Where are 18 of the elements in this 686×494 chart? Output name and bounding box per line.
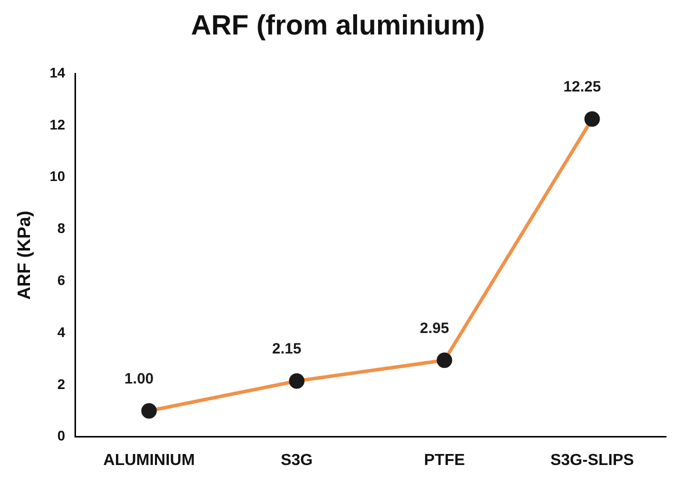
x-tick-label: S3G-SLIPS xyxy=(550,452,634,469)
data-label: 12.25 xyxy=(563,78,601,96)
data-label: 2.15 xyxy=(272,340,302,358)
y-tick-label: 6 xyxy=(57,272,66,288)
data-label: 1.00 xyxy=(124,370,154,388)
y-tick-label: 8 xyxy=(57,220,66,236)
x-tick-label: ALUMINIUM xyxy=(103,452,195,469)
y-axis-title: ARF (KPa) xyxy=(14,210,34,300)
y-tick-label: 0 xyxy=(57,428,66,444)
chart-title: ARF (from aluminium) xyxy=(191,10,485,41)
y-tick-label: 4 xyxy=(57,324,66,340)
data-label: 2.95 xyxy=(420,320,450,337)
y-tick-label: 14 xyxy=(50,64,66,80)
y-tick-label: 2 xyxy=(57,376,66,392)
y-tick-label: 12 xyxy=(50,116,66,132)
x-tick-label: PTFE xyxy=(424,452,466,469)
y-tick-label: 10 xyxy=(50,168,66,184)
x-tick-label: S3G xyxy=(280,452,313,469)
